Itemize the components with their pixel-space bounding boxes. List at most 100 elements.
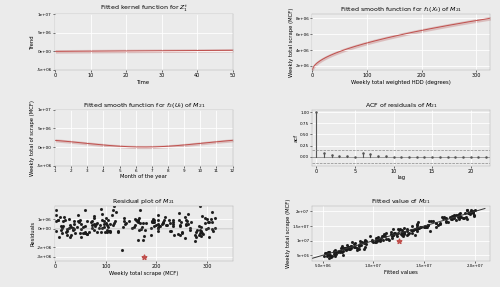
Point [137, 227, 145, 232]
Point [440, 215, 448, 220]
Point [56, 214, 64, 219]
Point [76, 218, 84, 222]
Point [325, 250, 333, 255]
Point [82, 208, 90, 213]
Point [140, 254, 148, 259]
Point [196, 228, 204, 233]
Point [100, 222, 108, 227]
Point [150, 218, 158, 223]
Point [450, 214, 458, 219]
Point [446, 215, 454, 219]
Point [389, 232, 397, 237]
Point [102, 230, 110, 234]
Point [425, 219, 433, 224]
Point [92, 224, 100, 229]
Point [106, 230, 114, 234]
Point [342, 246, 350, 251]
Point [382, 236, 390, 241]
Point [368, 238, 376, 243]
Point [395, 228, 403, 232]
Point [130, 225, 138, 230]
Point [468, 211, 476, 215]
Point [454, 213, 462, 218]
Point [382, 230, 390, 235]
Point [398, 232, 406, 237]
Point [195, 232, 203, 237]
Point [320, 254, 328, 258]
Point [77, 221, 85, 226]
Title: Fitted smooth function for $f_1(X_t)$ of $M_{21}$: Fitted smooth function for $f_1(X_t)$ of… [340, 5, 462, 14]
Point [109, 208, 117, 212]
Point [403, 228, 411, 233]
Point [198, 230, 206, 235]
Point [444, 220, 452, 224]
Point [90, 214, 98, 219]
Point [100, 219, 108, 224]
Point [114, 229, 122, 233]
Point [176, 223, 184, 228]
Point [98, 226, 106, 230]
Point [128, 226, 136, 231]
Point [399, 234, 407, 238]
Point [104, 228, 112, 233]
Point [70, 227, 78, 232]
Point [154, 226, 162, 230]
Point [366, 234, 374, 239]
Point [336, 249, 344, 253]
Point [358, 240, 366, 244]
Point [155, 224, 163, 228]
Point [438, 216, 446, 221]
Point [208, 227, 216, 232]
Point [397, 232, 405, 236]
Point [408, 228, 416, 233]
Point [322, 251, 330, 255]
Point [421, 225, 429, 229]
Point [114, 229, 122, 234]
Point [381, 234, 389, 238]
Point [178, 231, 186, 236]
Point [400, 226, 407, 231]
Point [362, 240, 370, 245]
Point [96, 223, 104, 227]
Point [141, 227, 149, 232]
Point [408, 228, 416, 232]
Point [442, 216, 450, 221]
Point [86, 229, 94, 234]
Point [52, 229, 60, 234]
Point [52, 208, 60, 212]
Point [323, 251, 331, 256]
Point [332, 252, 340, 257]
Point [356, 242, 364, 247]
Point [205, 235, 213, 239]
Point [436, 222, 444, 226]
Point [434, 223, 442, 228]
Point [148, 219, 156, 223]
Point [322, 254, 330, 259]
Point [139, 238, 147, 242]
Point [450, 212, 458, 217]
Point [352, 248, 360, 253]
Point [104, 224, 112, 229]
Point [414, 220, 422, 224]
Y-axis label: Residuals: Residuals [30, 221, 35, 246]
Point [70, 222, 78, 226]
Point [420, 225, 428, 230]
Point [174, 231, 182, 236]
Point [106, 221, 114, 226]
Point [147, 225, 155, 230]
Point [170, 232, 178, 237]
Point [324, 250, 332, 254]
Point [196, 234, 204, 239]
Point [68, 227, 76, 232]
Point [206, 220, 214, 225]
Point [346, 244, 354, 249]
Point [376, 239, 384, 243]
Y-axis label: Weekly total of scrape (MCF): Weekly total of scrape (MCF) [30, 100, 35, 176]
Point [64, 226, 72, 230]
Point [327, 255, 335, 259]
Point [104, 218, 112, 223]
Point [357, 243, 365, 247]
Point [388, 232, 396, 237]
Point [348, 240, 356, 244]
Point [343, 246, 351, 251]
